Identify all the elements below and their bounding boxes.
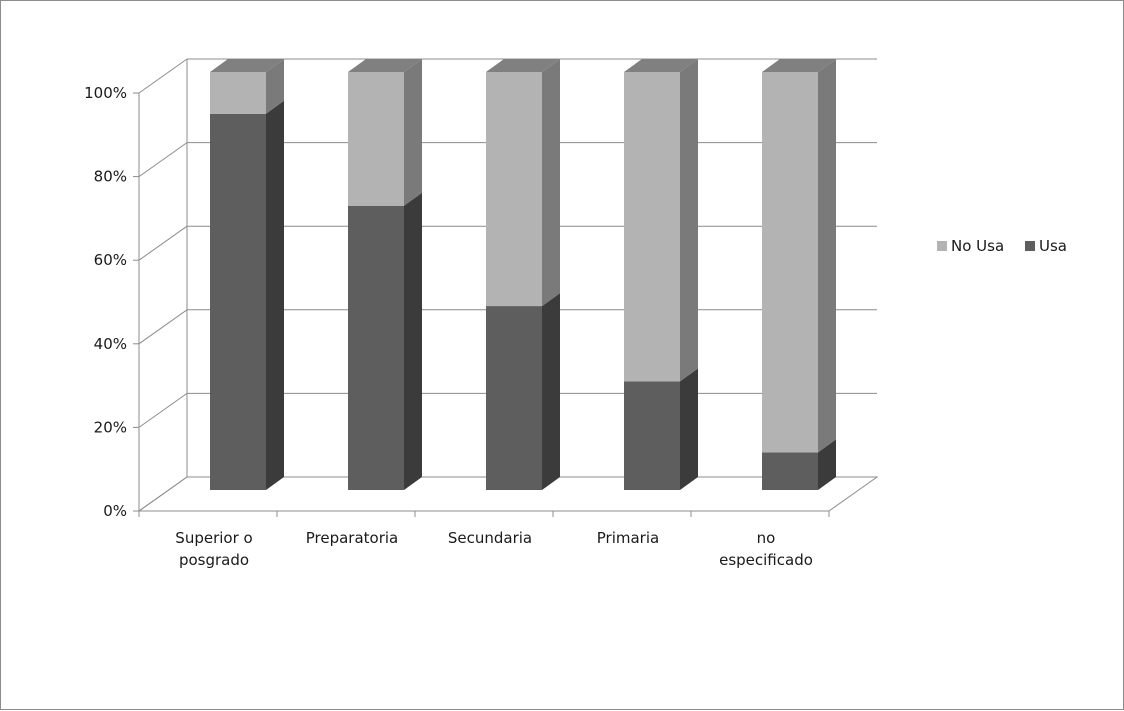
legend-label-no-usa: No Usa bbox=[951, 237, 1004, 255]
gridline-side-5 bbox=[138, 58, 188, 94]
legend-label-usa: Usa bbox=[1039, 237, 1067, 255]
bar-0-usa-side bbox=[266, 100, 284, 491]
x-category-label-3: Primaria bbox=[597, 529, 659, 547]
bar-1-no-usa-side bbox=[404, 59, 422, 206]
bar-2-usa-side bbox=[542, 293, 560, 490]
x-category-label-1-line-0: Preparatoria bbox=[306, 529, 399, 547]
bar-4-no-usa-side bbox=[818, 59, 836, 453]
bar-3-no-usa-front bbox=[624, 72, 680, 382]
legend-swatch-usa bbox=[1025, 241, 1035, 251]
bar-4-no-usa-top bbox=[762, 59, 836, 72]
x-axis: Superior o posgrado Preparatoria Secundaria… bbox=[138, 510, 830, 569]
bar-2-no-usa-front bbox=[486, 72, 542, 307]
x-category-label-0: Superior o posgrado bbox=[175, 529, 252, 569]
bar-1-no-usa-front bbox=[348, 72, 404, 206]
y-axis: 0% 20% 40% 60% 80% 100% bbox=[84, 84, 140, 520]
y-tick-label-5: 100% bbox=[84, 84, 127, 102]
bar-2-usa-front bbox=[486, 306, 542, 490]
gridline-side-3 bbox=[138, 225, 188, 261]
legend: No Usa Usa bbox=[937, 237, 1067, 255]
bar-3-usa-side bbox=[680, 368, 698, 490]
bar-4-no-usa-front bbox=[762, 72, 818, 453]
bar-4-usa-side bbox=[818, 439, 836, 490]
bar-1-no-usa-top bbox=[348, 59, 422, 72]
y-tick-label-0: 0% bbox=[103, 502, 127, 520]
x-category-label-3-line-0: Primaria bbox=[597, 529, 659, 547]
bar-0-usa-front bbox=[210, 113, 266, 491]
x-category-label-0-line-1: posgrado bbox=[179, 551, 249, 569]
bar-1-usa-front bbox=[348, 205, 404, 490]
y-tick-label-2: 40% bbox=[94, 335, 127, 353]
gridline-side-2 bbox=[138, 309, 188, 345]
x-category-label-2-line-0: Secundaria bbox=[448, 529, 532, 547]
legend-swatch-no-usa bbox=[937, 241, 947, 251]
bar-1-usa-side bbox=[404, 192, 422, 490]
bar-2-no-usa-side bbox=[542, 59, 560, 307]
y-tick-label-1: 20% bbox=[94, 418, 127, 436]
x-category-label-2: Secundaria bbox=[448, 529, 532, 547]
gridline-side-1 bbox=[138, 392, 188, 428]
gridline-side-4 bbox=[138, 142, 188, 178]
x-category-label-4-line-0: no bbox=[757, 529, 776, 547]
x-category-label-4-line-1: especificado bbox=[719, 551, 813, 569]
bars bbox=[210, 59, 836, 491]
gridline-side-0 bbox=[138, 476, 188, 512]
bar-3-no-usa-side bbox=[680, 59, 698, 382]
y-tick-label-4: 80% bbox=[94, 168, 127, 186]
y-tick-label-3: 60% bbox=[94, 251, 127, 269]
x-category-label-0-line-0: Superior o bbox=[175, 529, 252, 547]
bar-3-no-usa-top bbox=[624, 59, 698, 72]
bar-4-usa-front bbox=[762, 452, 818, 490]
x-category-label-4: no especificado bbox=[719, 529, 813, 569]
bar-0-no-usa-top bbox=[210, 59, 284, 72]
bar-3-usa-front bbox=[624, 381, 680, 490]
x-category-label-1: Preparatoria bbox=[306, 529, 399, 547]
bar-0-no-usa-side bbox=[266, 59, 284, 114]
bar-0-no-usa-front bbox=[210, 72, 266, 114]
bar-2-no-usa-top bbox=[486, 59, 560, 72]
